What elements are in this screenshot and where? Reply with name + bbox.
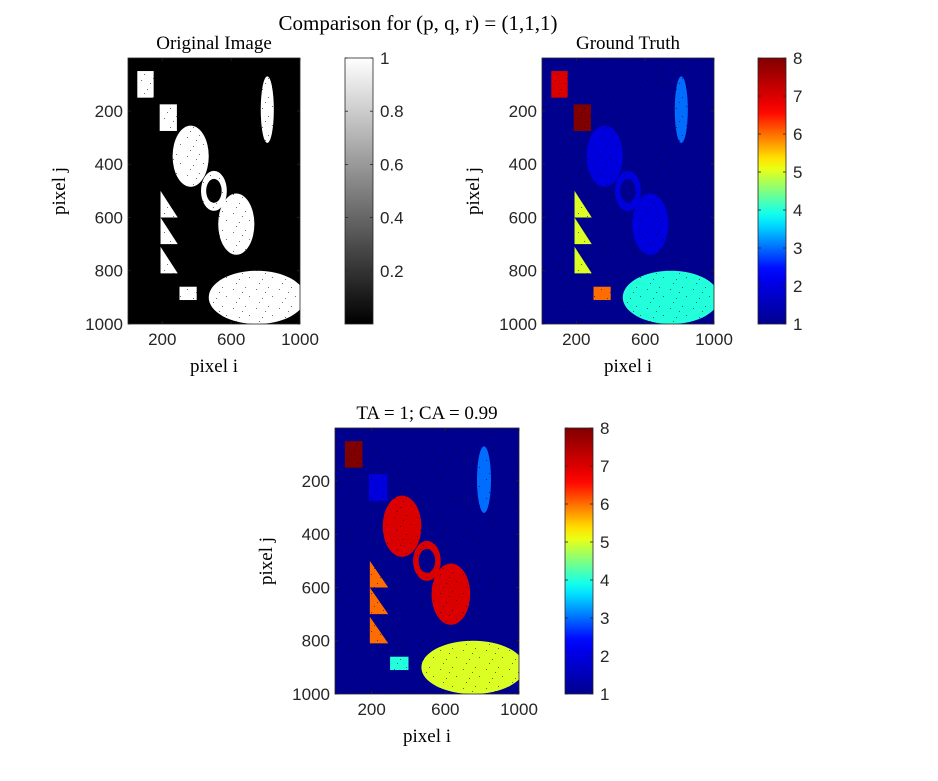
colorbar-tick-label: 1 — [600, 685, 609, 704]
x-tick-label: 1000 — [500, 700, 538, 719]
colorbar-tick-label: 2 — [600, 647, 609, 666]
colorbar-gradient — [345, 58, 373, 324]
colorbar-tick-label: 7 — [600, 457, 609, 476]
axes-box — [127, 57, 301, 325]
x-tick-label: 200 — [357, 700, 385, 719]
colorbar: 1 2 3 4 5 6 7 8 — [564, 419, 609, 704]
y-axis-label: pixel j — [49, 167, 70, 215]
colorbar-tick-label: 8 — [600, 419, 609, 438]
y-tick-label: 800 — [302, 632, 330, 651]
y-tick-label: 200 — [509, 102, 537, 121]
colorbar-tick-label: 7 — [793, 87, 802, 106]
chart-title: Original Image — [156, 33, 272, 54]
colorbar-tick-label: 0.8 — [380, 102, 404, 121]
x-tick-label: 600 — [217, 330, 245, 349]
x-tick-label: 1000 — [695, 330, 733, 349]
colorbar-tick-label: 8 — [793, 49, 802, 68]
y-tick-label: 200 — [302, 472, 330, 491]
colorbar-tick-label: 4 — [793, 201, 802, 220]
x-tick-label: 600 — [631, 330, 659, 349]
colorbar-box — [564, 427, 594, 695]
x-axis-label: pixel i — [190, 356, 238, 377]
y-tick-label: 800 — [509, 262, 537, 281]
chart-title: Ground Truth — [576, 33, 680, 54]
colorbar-gradient — [565, 428, 593, 694]
heatmap-image — [542, 58, 714, 324]
colorbar-tick-label: 6 — [793, 125, 802, 144]
heatmap-image — [335, 428, 519, 694]
axes-box — [334, 427, 520, 695]
y-tick-label: 200 — [95, 102, 123, 121]
y-tick-label: 600 — [95, 208, 123, 227]
colorbar-tick-label: 3 — [600, 609, 609, 628]
colorbar-box — [757, 57, 787, 325]
colorbar-tick-label: 6 — [600, 495, 609, 514]
axes-box — [541, 57, 715, 325]
chart-panel-1: 200 600 1000 200 400 600 800 1000 Original Image… — [49, 33, 404, 377]
y-tick-label: 600 — [509, 208, 537, 227]
figure-title: Comparison for (p, q, r) = (1,1,1) — [279, 11, 558, 35]
y-tick-label: 800 — [95, 262, 123, 281]
colorbar: 1 2 3 4 5 6 7 8 — [757, 49, 802, 334]
colorbar-tick-label: 5 — [793, 163, 802, 182]
x-axis-label: pixel i — [604, 356, 652, 377]
y-axis-label: pixel j — [256, 537, 277, 585]
chart-panel-3: 200 600 1000 200 400 600 800 1000 TA = 1; CA = 0… — [256, 403, 609, 747]
y-tick-label: 1000 — [499, 315, 537, 334]
x-tick-label: 200 — [562, 330, 590, 349]
noise-overlay — [335, 428, 519, 694]
colorbar-tick-label: 0.6 — [380, 155, 404, 174]
x-tick-label: 600 — [431, 700, 459, 719]
noise-overlay — [542, 58, 714, 324]
colorbar-tick-label: 1 — [380, 49, 389, 68]
colorbar-tick-label: 2 — [793, 277, 802, 296]
colorbar-tick-label: 0.4 — [380, 209, 404, 228]
colorbar-tick-label: 0.2 — [380, 262, 404, 281]
x-tick-label: 1000 — [281, 330, 319, 349]
y-tick-label: 1000 — [292, 685, 330, 704]
colorbar-tick-label: 1 — [793, 315, 802, 334]
colorbar-tick-label: 3 — [793, 239, 802, 258]
heatmap-image — [128, 58, 300, 324]
colorbar-box — [344, 57, 374, 325]
y-tick-label: 400 — [509, 155, 537, 174]
colorbar-gradient — [758, 58, 786, 324]
chart-title: TA = 1; CA = 0.99 — [356, 403, 497, 424]
y-tick-label: 600 — [302, 578, 330, 597]
colorbar: 0.2 0.4 0.6 0.8 1 — [344, 49, 404, 325]
x-axis-label: pixel i — [403, 726, 451, 747]
y-tick-label: 400 — [95, 155, 123, 174]
y-tick-label: 400 — [302, 525, 330, 544]
y-tick-label: 1000 — [85, 315, 123, 334]
y-axis-label: pixel j — [463, 167, 484, 215]
noise-overlay — [128, 58, 300, 324]
colorbar-tick-label: 4 — [600, 571, 609, 590]
x-tick-label: 200 — [148, 330, 176, 349]
colorbar-tick-label: 5 — [600, 533, 609, 552]
chart-panel-2: 200 600 1000 200 400 600 800 1000 Ground Truth pi… — [463, 33, 802, 377]
